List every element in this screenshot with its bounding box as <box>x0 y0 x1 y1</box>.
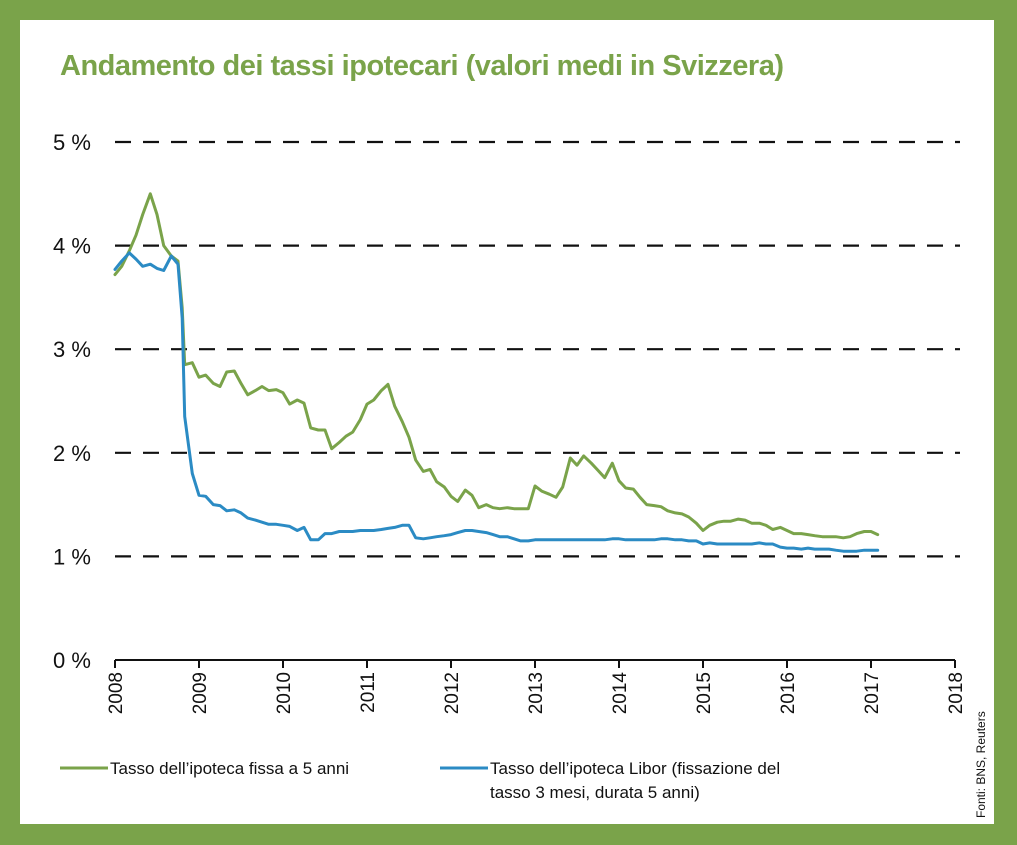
x-tick-label: 2018 <box>946 672 967 714</box>
x-tick-label: 2008 <box>106 672 127 714</box>
line-chart: 0 %1 %2 %3 %4 %5 % 2008 2009 2010 2011 2012 2… <box>53 130 988 818</box>
x-tick-label: 2013 <box>526 672 547 714</box>
grid-lines <box>115 140 960 558</box>
source-note: Fonti: BNS, Reuters <box>974 711 988 818</box>
x-tick-label: 2016 <box>778 672 799 714</box>
x-tick-label: 2015 <box>694 672 715 714</box>
y-axis-tick-labels: 0 % 1 % 2 % 3 % 4 % 5 % <box>53 130 91 673</box>
chart-title: Andamento dei tassi ipotecari (valori me… <box>60 50 784 82</box>
legend-label: Tasso dell’ipoteca Libor (fissazione del <box>490 759 780 778</box>
x-axis-tick-labels: 2008 2009 2010 2011 2012 2013 2014 2015 2016 2017… <box>106 672 967 715</box>
x-axis <box>114 659 956 668</box>
x-tick-label: 2014 <box>610 672 631 715</box>
legend-label: Tasso dell’ipoteca fissa a 5 anni <box>110 759 349 778</box>
x-tick-label: 2010 <box>274 672 295 714</box>
x-tick-label: 2009 <box>190 672 211 714</box>
y-tick-label: 2 % <box>53 441 91 466</box>
y-tick-label: 3 % <box>53 337 91 362</box>
x-tick-label: 2017 <box>862 672 883 714</box>
y-tick-label: 1 % <box>53 544 91 569</box>
y-tick-label: 4 % <box>53 234 91 259</box>
x-tick-label: 2012 <box>442 672 463 714</box>
x-tick-label: 2011 <box>358 672 379 713</box>
y-tick-label: 5 % <box>53 130 91 155</box>
series-lines <box>113 192 880 553</box>
series-line-fixed-5y <box>113 192 880 540</box>
chart-panel: Andamento dei tassi ipotecari (valori me… <box>20 20 994 824</box>
legend-label: tasso 3 mesi, durata 5 anni) <box>490 783 700 802</box>
y-tick-label: 0 % <box>53 648 91 673</box>
series-line-libor <box>113 251 880 553</box>
legend: Tasso dell’ipoteca fissa a 5 anni Tasso d… <box>60 759 780 802</box>
